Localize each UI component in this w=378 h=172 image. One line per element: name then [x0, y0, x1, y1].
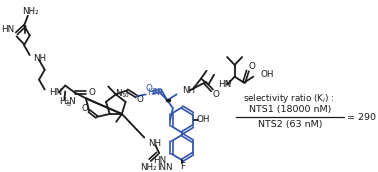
Text: HN: HN — [147, 88, 160, 97]
Text: NH: NH — [182, 86, 195, 95]
Text: HN: HN — [153, 156, 166, 165]
Text: OH: OH — [196, 115, 209, 125]
Text: H₂N: H₂N — [59, 97, 75, 106]
Text: NH₂: NH₂ — [140, 163, 156, 171]
Text: O: O — [145, 84, 152, 93]
Text: NTS2 (63 nM): NTS2 (63 nM) — [257, 120, 322, 129]
Text: selectivity ratio (K$_i$) :: selectivity ratio (K$_i$) : — [243, 92, 335, 105]
Text: INN: INN — [157, 163, 173, 171]
Text: HN: HN — [2, 25, 15, 34]
Text: O: O — [88, 88, 95, 97]
Text: N: N — [115, 89, 122, 98]
Text: 8: 8 — [67, 102, 71, 107]
Text: O: O — [82, 104, 89, 112]
Text: 11: 11 — [153, 88, 161, 93]
Text: HN: HN — [50, 88, 62, 97]
Text: NH: NH — [33, 55, 46, 63]
Text: NTS1 (18000 nM): NTS1 (18000 nM) — [249, 105, 331, 114]
Text: O: O — [248, 62, 255, 71]
Text: OH: OH — [261, 70, 274, 79]
Text: 10: 10 — [121, 93, 129, 98]
Text: O: O — [137, 95, 144, 104]
Text: HN: HN — [218, 80, 231, 89]
Text: 13: 13 — [224, 80, 232, 85]
Text: NH: NH — [148, 139, 161, 148]
Text: = 290: = 290 — [347, 112, 376, 121]
Text: F: F — [180, 162, 185, 171]
Text: NH₂: NH₂ — [22, 7, 39, 16]
Text: O: O — [212, 90, 219, 99]
